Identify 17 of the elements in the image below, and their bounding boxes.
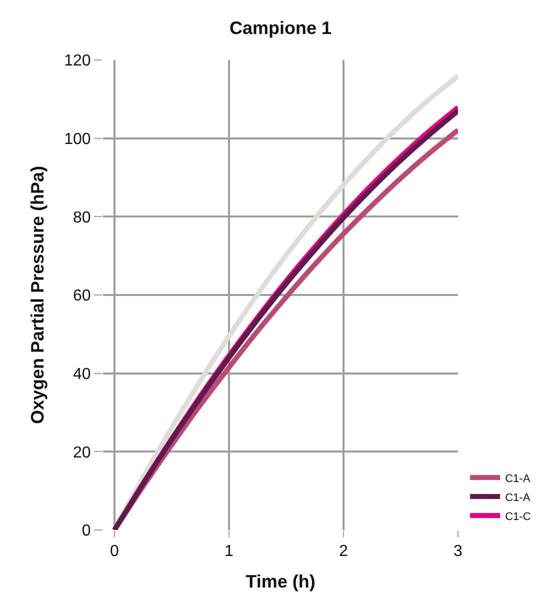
y-axis-title: Oxygen Partial Pressure (hPa) [27,166,48,424]
y-tick-label: 120 [64,52,91,70]
x-tick-label: 3 [454,543,463,560]
y-tick-label: 100 [64,130,91,148]
y-tick-label: 40 [73,366,91,383]
y-tick-label: 80 [73,209,91,226]
x-axis-title: Time (h) [246,571,316,592]
y-tick-label: 0 [82,522,91,540]
x-tick-label: 0 [110,543,119,560]
y-tick-label: 20 [73,444,91,462]
chart-title: Campione 1 [229,18,332,38]
legend-label: C1-A [505,492,531,504]
legend-label: C1-A [505,472,531,485]
x-tick-label: 2 [339,543,348,560]
y-tick-label: 60 [73,288,91,305]
x-tick-label: 1 [224,543,234,560]
legend-label: C1-C [505,510,531,523]
